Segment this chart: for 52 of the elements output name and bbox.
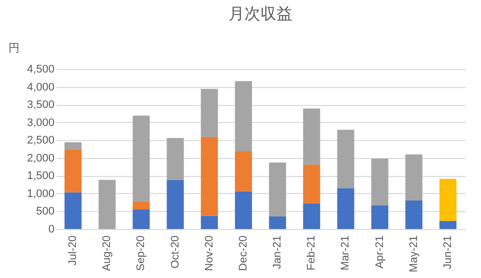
bar [371,206,388,229]
y-tick-label: 2,500 [26,134,54,147]
bar [303,108,320,165]
bar [303,164,320,204]
x-tick-label: Feb-21 [306,236,318,270]
bar [234,81,252,152]
x-tick-label: Jan-21 [272,236,284,270]
y-axis-title: 円 [8,42,20,54]
bar [98,180,116,229]
y-tick-label: 0 [48,224,54,236]
bar [405,154,422,201]
y-tick-label: 1,000 [26,188,54,200]
bar [337,130,354,188]
chart-title: 月次収益 [228,5,292,23]
bar [132,209,150,229]
bar [64,192,82,229]
bar [337,188,354,229]
y-tick-label: 4,500 [26,64,54,76]
x-tick-label: Dec-20 [237,236,250,271]
y-tick-label: 3,000 [26,116,54,129]
bar [405,200,422,229]
y-tick-label: 2,000 [26,152,54,164]
bar [269,216,286,229]
x-tick-label: Mar-21 [340,236,352,270]
bar [234,151,252,192]
x-tick-label: Oct-20 [169,236,182,269]
x-tick-label: May-21 [408,236,420,272]
bar [371,158,388,206]
x-tick-label: Aug-20 [101,236,114,271]
bar [269,162,286,217]
bar [234,191,252,229]
bar [166,138,184,180]
x-tick-label: Apr-21 [374,236,386,269]
x-tick-label: Nov-20 [203,236,216,271]
x-tick-label: Jul-20 [67,236,80,266]
bar [439,220,456,229]
bar [132,201,150,210]
bar [303,203,320,229]
x-tick-label: Jun-21 [442,236,454,270]
x-tick-label: Sep-20 [135,236,148,271]
bar [132,116,150,202]
bar [200,216,218,229]
bar [200,136,218,216]
y-tick-label: 1,500 [26,170,54,182]
y-tick-label: 3,500 [26,99,54,112]
bar [64,149,82,192]
y-tick-label: 500 [36,206,54,218]
y-tick-label: 4,000 [26,81,54,94]
bar [439,178,456,221]
bar [200,88,218,137]
bar [64,142,82,150]
bar [166,180,184,229]
